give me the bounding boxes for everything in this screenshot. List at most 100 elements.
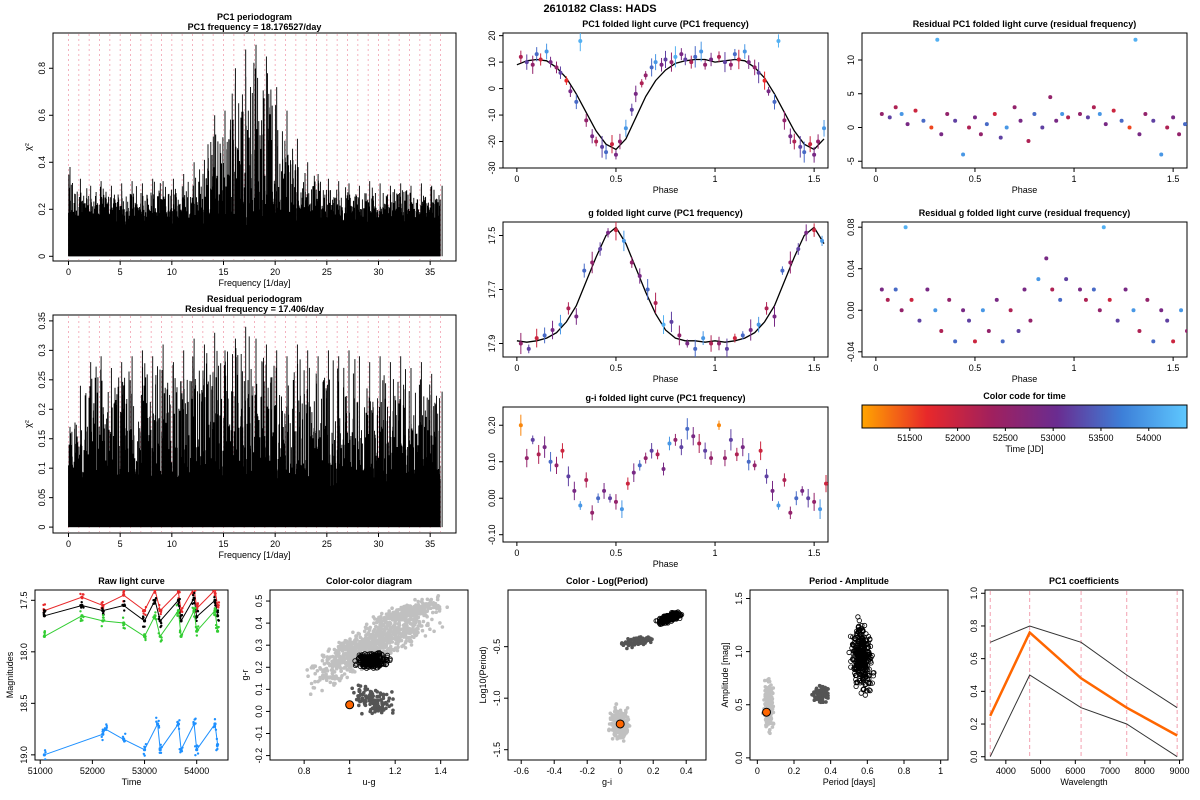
raw_light_curve-series-point xyxy=(157,632,160,635)
period_amplitude-scatter-point xyxy=(818,688,823,693)
color_color-scatter-point xyxy=(386,630,391,634)
period_amplitude-scatter-point xyxy=(863,631,869,637)
pc1_coefficients-panel: PC1 coefficients 4000 5000 6000 7000 8000 9000… xyxy=(969,576,1190,787)
raw_light_curve-series-point xyxy=(214,626,218,630)
raw_light_curve-panel: Raw light curve 51000 52000 53000 54000 17.5 1… xyxy=(5,576,229,787)
residual_pc1_folded-ytick-label: 10 xyxy=(846,55,856,65)
color_color-target-marker xyxy=(345,700,355,710)
raw_light_curve-series-point xyxy=(197,625,200,628)
residual_g_folded-data-point xyxy=(1179,308,1184,313)
gi_folded-data-point xyxy=(602,488,607,493)
raw_light_curve-series-point xyxy=(175,604,179,607)
color_color-scatter-point xyxy=(414,633,418,638)
gi_folded-data-point xyxy=(734,452,739,457)
g_folded-data-point xyxy=(780,268,785,273)
raw_light_curve-series-point xyxy=(143,633,146,636)
pc1_folded-data-point xyxy=(766,89,771,94)
pc1_folded-data-point xyxy=(659,62,664,67)
gi_folded-data-point xyxy=(608,496,613,501)
color_color-ylabel: g-r xyxy=(240,669,250,680)
pc1_folded-ytick-label: 10 xyxy=(487,57,497,67)
raw_light_curve-series-point xyxy=(195,619,198,623)
pc1_periodogram-xtick-label: 0 xyxy=(66,267,71,277)
color_log_period-scatter-point xyxy=(640,640,645,644)
color_color-scatter-point xyxy=(372,706,376,711)
residual_pc1_folded-data-point xyxy=(1026,139,1031,143)
raw_light_curve-series-point xyxy=(142,619,147,623)
raw_light_curve-series-point xyxy=(176,720,179,724)
color_color-scatter-point xyxy=(324,672,328,676)
g_folded-data-point xyxy=(645,287,650,292)
period_amplitude-scatter-point xyxy=(859,627,865,633)
gi_folded-ytick-label: 0.20 xyxy=(487,416,497,434)
raw_light_curve-ytick-label: 18.0 xyxy=(19,643,29,661)
residual_g_folded-xtick-label: 1.5 xyxy=(1167,363,1180,373)
color_color-xtick-label: 0.8 xyxy=(298,766,311,776)
color_log_period-scatter-point xyxy=(612,725,616,730)
raw_light_curve-series-point xyxy=(216,611,220,614)
gi_folded-data-point xyxy=(619,507,624,512)
color_color-scatter-point xyxy=(367,628,372,633)
color_color-scatter-point xyxy=(356,643,361,648)
raw_light_curve-series-point xyxy=(144,742,148,746)
raw_light_curve-series-point xyxy=(160,636,163,639)
color_log_period-scatter-point xyxy=(625,641,629,646)
color_color-scatter-point xyxy=(384,620,389,625)
g_folded-data-point xyxy=(717,341,722,346)
period_amplitude-scatter-point xyxy=(811,693,816,698)
color_color-xtick-label: 1.4 xyxy=(434,766,447,776)
pc1_folded-data-point xyxy=(584,118,589,123)
pc1_folded-data-point xyxy=(594,139,599,144)
color_color-scatter-point xyxy=(417,619,422,624)
residual_pc1_folded-data-point xyxy=(935,37,940,42)
color_color-scatter-point xyxy=(420,611,424,616)
residual_pc1_folded-xtick-label: 1 xyxy=(1072,174,1077,184)
g_folded-data-point xyxy=(598,247,603,251)
color_log_period-scatter-point xyxy=(625,706,630,710)
period_amplitude-plot-area xyxy=(761,614,877,736)
color_color-scatter-point xyxy=(384,692,389,697)
pc1_coefficients-xtick-label: 9000 xyxy=(1170,766,1190,776)
color_log_period-scatter-point xyxy=(625,719,629,724)
color_log_period-scatter-point xyxy=(644,639,649,643)
pc1_folded-data-point xyxy=(623,126,628,131)
raw_light_curve-series-point xyxy=(144,605,148,609)
color_log_period-scatter-point xyxy=(612,732,616,737)
pc1_folded-data-point xyxy=(609,142,614,147)
gi_folded-data-point xyxy=(746,459,751,464)
color_code-colorbar xyxy=(861,404,1188,429)
color_color-scatter-point xyxy=(358,699,362,704)
gi_folded-data-point xyxy=(518,423,523,428)
color_color-scatter-point xyxy=(389,647,393,652)
color_color-scatter-point xyxy=(379,710,384,715)
pc1_folded-data-point xyxy=(802,150,807,155)
g_folded-data-point xyxy=(732,336,737,341)
residual_g_folded-data-point xyxy=(1159,308,1164,313)
period_amplitude-scatter-point xyxy=(855,629,861,635)
raw_light_curve-series-point xyxy=(43,749,47,752)
residual_g_folded-data-point xyxy=(953,339,958,344)
residual_pc1_folded-data-point xyxy=(1097,112,1102,116)
pc1_folded-data-point xyxy=(812,152,817,157)
raw_light_curve-series-point xyxy=(141,609,145,613)
residual_pc1_folded-data-point xyxy=(978,132,983,137)
period_amplitude-scatter-point xyxy=(856,647,862,653)
raw_light_curve-series-point xyxy=(101,732,105,736)
residual_pc1_folded-data-point xyxy=(1151,118,1156,123)
pc1_folded-data-point xyxy=(574,99,579,104)
color_color-scatter-point xyxy=(384,634,388,639)
color_color-scatter-point xyxy=(353,647,357,652)
raw_light_curve-series-point xyxy=(217,619,221,622)
color_color-scatter-point xyxy=(409,643,414,647)
raw_light_curve-series-point xyxy=(143,745,147,749)
raw_light_curve-series-point xyxy=(196,752,200,755)
color_color-scatter-point xyxy=(338,676,343,681)
period_amplitude-scatter-point xyxy=(871,670,877,676)
color_color-scatter-point xyxy=(427,601,431,606)
gi_folded-data-point xyxy=(728,437,733,442)
color_color-scatter-point xyxy=(397,621,402,625)
color_color-scatter-point xyxy=(423,602,428,606)
g_folded-data-point xyxy=(574,314,579,319)
pc1_folded-xtick-label: 0.5 xyxy=(610,174,623,184)
gi_folded-data-point xyxy=(794,496,799,501)
